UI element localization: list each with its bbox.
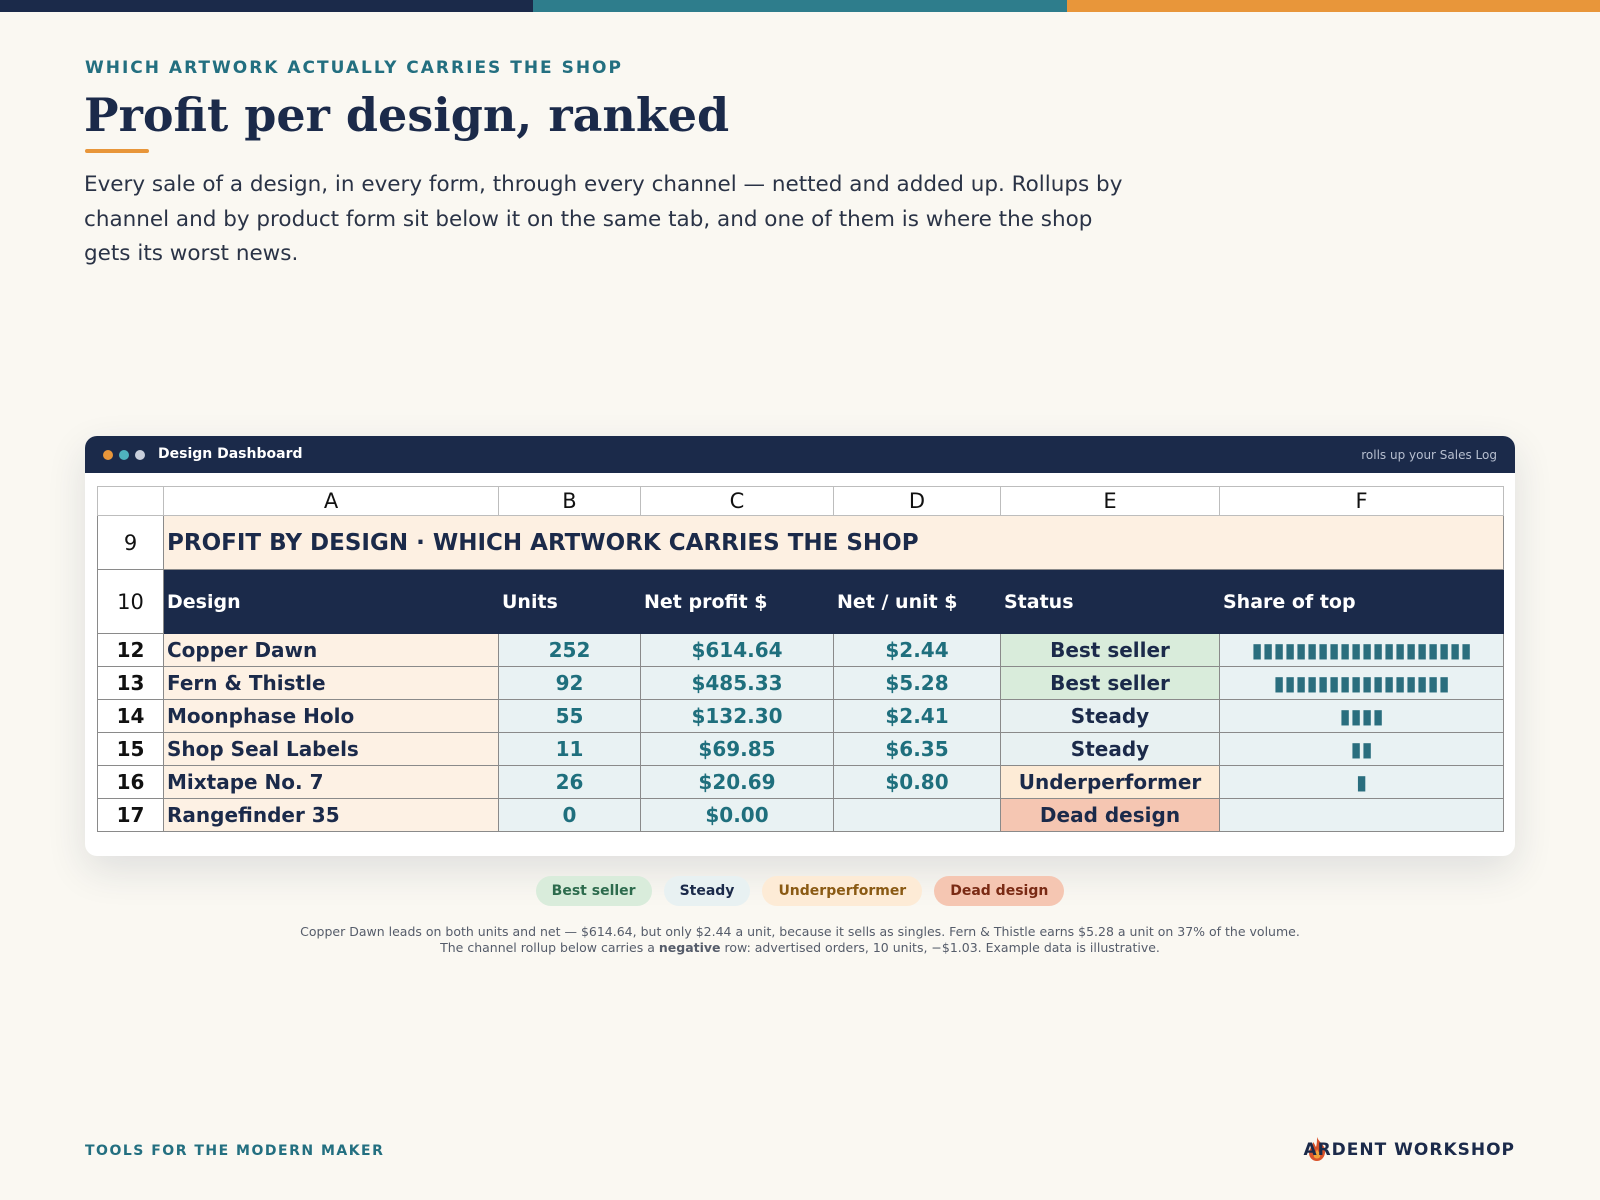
section-title: PROFIT BY DESIGN · WHICH ARTWORK CARRIES… <box>163 515 1504 570</box>
footnote-text: Copper Dawn leads on both units and net … <box>300 924 1300 955</box>
cell <box>833 798 1001 832</box>
row-number: 13 <box>97 666 164 700</box>
row-number: 17 <box>97 798 164 832</box>
cell: $5.28 <box>833 666 1001 700</box>
column-letter: A <box>163 486 499 516</box>
header-cell: Design <box>163 569 499 634</box>
row-number: 12 <box>97 633 164 667</box>
row-number: 10 <box>97 569 164 634</box>
footer-tagline: TOOLS FOR THE MODERN MAKER <box>85 1143 385 1159</box>
status-cell: Best seller <box>1000 666 1220 700</box>
status-cell: Underperformer <box>1000 765 1220 799</box>
cell: Rangefinder 35 <box>163 798 499 832</box>
cell: $69.85 <box>640 732 834 766</box>
header-cell: Status <box>1000 569 1220 634</box>
brand-logo <box>1309 1137 1326 1161</box>
top-stripe <box>0 0 534 12</box>
column-letter: D <box>833 486 1001 516</box>
data-row: 15 Shop Seal Labels 11 $69.85 $6.35 Steady ▮▮ <box>97 732 1504 766</box>
header-cell: Net / unit $ <box>833 569 1001 634</box>
share-bar: ▮▮▮▮ <box>1219 699 1504 733</box>
title: Profit per design, ranked <box>84 88 730 142</box>
cell: $132.30 <box>640 699 834 733</box>
title-underline <box>85 149 149 153</box>
status-cell: Steady <box>1000 699 1220 733</box>
top-stripe <box>1067 0 1600 12</box>
cell: $2.44 <box>833 633 1001 667</box>
data-row: 17 Rangefinder 35 0 $0.00 Dead design <box>97 798 1504 832</box>
corner-cell <box>97 486 164 516</box>
cell: $6.35 <box>833 732 1001 766</box>
footnote-text: row: advertised orders, 10 units, −$1.03… <box>724 940 1160 955</box>
row-number: 16 <box>97 765 164 799</box>
share-bar <box>1219 798 1504 832</box>
cell: $0.00 <box>640 798 834 832</box>
legend-pill: Best seller <box>535 876 652 906</box>
cell: $0.80 <box>833 765 1001 799</box>
cell: 26 <box>498 765 641 799</box>
column-letter: F <box>1219 486 1504 516</box>
cell: Shop Seal Labels <box>163 732 499 766</box>
cell: $614.64 <box>640 633 834 667</box>
eyebrow: WHICH ARTWORK ACTUALLY CARRIES THE SHOP <box>85 58 623 78</box>
window: Design Dashboard rolls up your Sales Log… <box>85 436 1515 856</box>
window-bar: Design Dashboard rolls up your Sales Log <box>85 436 1515 473</box>
data-row: 13 Fern & Thistle 92 $485.33 $5.28 Best selle… <box>97 666 1504 700</box>
share-bar: ▮ <box>1219 765 1504 799</box>
row-number: 15 <box>97 732 164 766</box>
section-row: 9 PROFIT BY DESIGN · WHICH ARTWORK CARRIE… <box>97 515 1504 570</box>
data-row: 14 Moonphase Holo 55 $132.30 $2.41 Steady ▮▮▮▮ <box>97 699 1504 733</box>
row-number: 9 <box>97 515 164 570</box>
window-subtitle: rolls up your Sales Log <box>1361 448 1497 462</box>
cell: Copper Dawn <box>163 633 499 667</box>
status-cell: Best seller <box>1000 633 1220 667</box>
data-row: 16 Mixtape No. 7 26 $20.69 $0.80 Underperform… <box>97 765 1504 799</box>
description: Every sale of a design, in every form, t… <box>84 172 1123 266</box>
top-stripe <box>533 0 1067 12</box>
share-bar: ▮▮▮▮▮▮▮▮▮▮▮▮▮▮▮▮ <box>1219 666 1504 700</box>
data-row: 12 Copper Dawn 252 $614.64 $2.44 Best seller ▮… <box>97 633 1504 667</box>
footnote-bold: negative <box>658 940 721 955</box>
cell: 0 <box>498 798 641 832</box>
column-letter: C <box>640 486 834 516</box>
column-letter: E <box>1000 486 1220 516</box>
cell: 92 <box>498 666 641 700</box>
cell: 11 <box>498 732 641 766</box>
footnote: Copper Dawn leads on both units and net … <box>300 924 1300 956</box>
status-cell: Steady <box>1000 732 1220 766</box>
cell: Mixtape No. 7 <box>163 765 499 799</box>
header-row: 10 Design Units Net profit $ Net / unit $ Sta… <box>97 569 1504 634</box>
column-letter: B <box>498 486 641 516</box>
share-bar: ▮▮▮▮▮▮▮▮▮▮▮▮▮▮▮▮▮▮▮▮ <box>1219 633 1504 667</box>
cell: Moonphase Holo <box>163 699 499 733</box>
cell: 252 <box>498 633 641 667</box>
legend-pill: Steady <box>663 876 751 906</box>
window-dot <box>135 450 145 460</box>
cell: $20.69 <box>640 765 834 799</box>
window-title: Design Dashboard <box>158 446 303 462</box>
header-cell: Share of top <box>1219 569 1504 634</box>
cell: $2.41 <box>833 699 1001 733</box>
spreadsheet: A B C D E F 9 PROFIT BY DESIGN · WHICH ARTWORK … <box>97 486 1504 832</box>
legend: Best seller Steady Underperformer Dead desi… <box>0 876 1600 906</box>
cell: $485.33 <box>640 666 834 700</box>
header-cell: Units <box>498 569 641 634</box>
legend-pill: Dead design <box>934 876 1065 906</box>
cell: 55 <box>498 699 641 733</box>
cell: Fern & Thistle <box>163 666 499 700</box>
row-number: 14 <box>97 699 164 733</box>
footer-brand: ARDENT WORKSHOP <box>1303 1140 1515 1160</box>
status-cell: Dead design <box>1000 798 1220 832</box>
share-bar: ▮▮ <box>1219 732 1504 766</box>
window-dot <box>119 450 129 460</box>
legend-pill: Underperformer <box>762 876 923 906</box>
header-cell: Net profit $ <box>640 569 834 634</box>
window-dot <box>103 450 113 460</box>
